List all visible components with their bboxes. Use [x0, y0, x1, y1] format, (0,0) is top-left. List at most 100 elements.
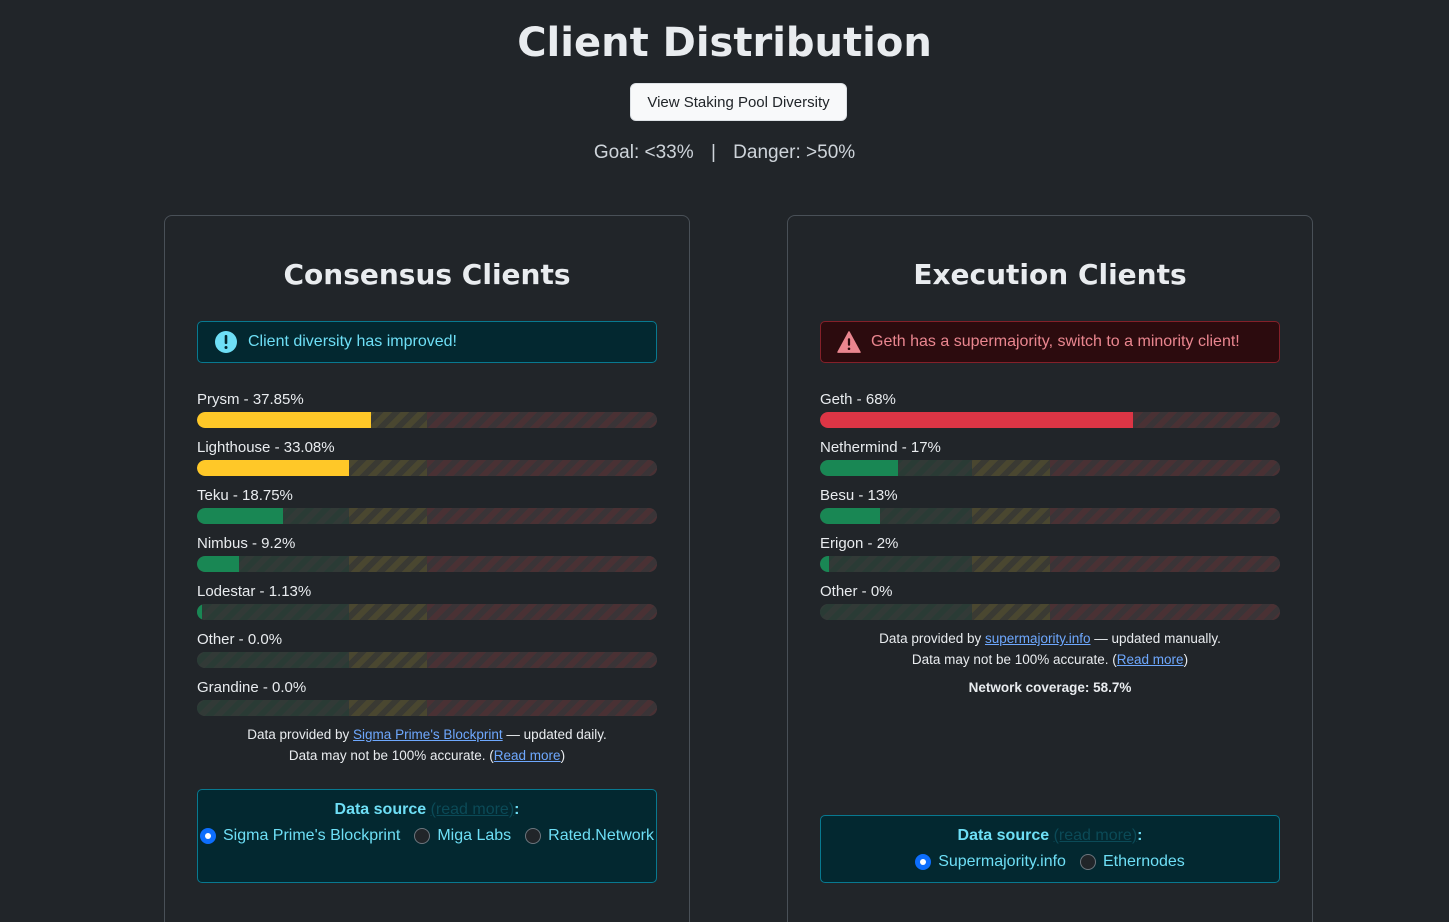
source-colon: :: [514, 801, 520, 818]
red-zone: [427, 460, 657, 476]
client-label: Erigon - 2%: [820, 535, 899, 552]
radio-button[interactable]: [1079, 854, 1096, 870]
data-source-label: Data source: [957, 827, 1050, 844]
source-option-label: Ethernodes: [1102, 853, 1185, 870]
execution-source-options: Supermajority.info Ethernodes: [821, 849, 1279, 875]
source-option-label: Supermajority.info: [938, 853, 1066, 870]
client-label: Besu - 13%: [820, 487, 898, 504]
yellow-zone: [348, 508, 427, 524]
yellow-zone: [348, 700, 427, 716]
page-title: Client Distribution: [517, 20, 932, 66]
consensus-data-source-box: Data source (read more): Sigma Prime's B…: [197, 789, 657, 883]
client-progress-fill: [197, 604, 203, 620]
source-option[interactable]: Rated.Network: [525, 823, 654, 849]
radio-button[interactable]: [200, 828, 216, 844]
radio-button[interactable]: [915, 854, 932, 870]
green-zone: [197, 700, 349, 716]
red-zone: [427, 700, 657, 716]
staking-pool-diversity-button[interactable]: View Staking Pool Diversity: [630, 83, 847, 121]
client-progress-fill: [197, 556, 240, 572]
consensus-client-list: Prysm - 37.85% Lighthouse - 33.08% Teku - …: [197, 390, 657, 726]
red-zone: [427, 604, 657, 620]
client-progress-bar: [820, 508, 1280, 524]
source-option-label: Rated.Network: [548, 827, 654, 844]
source-option-label: Miga Labs: [437, 827, 512, 844]
consensus-card: Consensus Clients Client diversity has i…: [164, 215, 690, 922]
note-prefix: Data provided by: [247, 727, 354, 742]
accuracy-prefix: Data may not be 100% accurate. (: [288, 748, 494, 763]
source-option[interactable]: Sigma Prime's Blockprint: [200, 823, 400, 849]
client-label: Nethermind - 17%: [820, 439, 941, 456]
consensus-alert-text: Client diversity has improved!: [248, 333, 457, 350]
note-suffix: — updated daily.: [502, 727, 607, 742]
red-zone: [427, 652, 657, 668]
accuracy-suffix: ): [1183, 652, 1189, 667]
yellow-zone: [971, 604, 1050, 620]
source-read-more-link[interactable]: (read more): [430, 801, 515, 818]
network-coverage: Network coverage: 58.7%: [968, 680, 1132, 695]
client-label: Teku - 18.75%: [197, 487, 293, 504]
client-progress-fill: [197, 508, 284, 524]
client-row: Besu - 13%: [820, 486, 1280, 534]
separator: |: [710, 142, 716, 163]
client-row: Other - 0.0%: [197, 630, 657, 678]
red-zone: [427, 508, 657, 524]
client-label: Grandine - 0.0%: [197, 679, 307, 696]
source-option[interactable]: Supermajority.info: [915, 849, 1066, 875]
green-zone: [197, 652, 349, 668]
client-progress-bar: [820, 412, 1280, 428]
client-progress-bar: [197, 508, 657, 524]
client-progress-bar: [197, 700, 657, 716]
client-progress-bar: [197, 604, 657, 620]
yellow-zone: [348, 556, 427, 572]
note-suffix: — updated manually.: [1090, 631, 1221, 646]
client-row: Erigon - 2%: [820, 534, 1280, 582]
client-label: Lighthouse - 33.08%: [197, 439, 335, 456]
client-progress-fill: [820, 556, 830, 572]
client-row: Other - 0%: [820, 582, 1280, 630]
yellow-zone: [348, 460, 427, 476]
yellow-zone: [348, 652, 427, 668]
client-label: Nimbus - 9.2%: [197, 535, 296, 552]
client-progress-bar: [197, 460, 657, 476]
source-read-more-link[interactable]: (read more): [1053, 827, 1138, 844]
radio-button[interactable]: [414, 828, 431, 844]
red-zone: [1050, 508, 1280, 524]
yellow-zone: [971, 556, 1050, 572]
yellow-zone: [348, 604, 427, 620]
source-option[interactable]: Miga Labs: [414, 823, 511, 849]
consensus-data-note: Data provided by Sigma Prime's Blockprin…: [197, 724, 657, 766]
accuracy-suffix: ): [560, 748, 566, 763]
data-source-label: Data source: [334, 801, 427, 818]
source-colon: :: [1137, 827, 1143, 844]
red-zone: [427, 412, 657, 428]
radio-button[interactable]: [525, 828, 542, 844]
source-option-label: Sigma Prime's Blockprint: [223, 827, 401, 844]
blockprint-link[interactable]: Sigma Prime's Blockprint: [353, 727, 503, 742]
read-more-link[interactable]: Read more: [493, 748, 561, 763]
note-prefix: Data provided by: [879, 631, 985, 646]
client-row: Teku - 18.75%: [197, 486, 657, 534]
client-label: Other - 0%: [820, 583, 893, 600]
client-progress-bar: [820, 460, 1280, 476]
client-progress-fill: [197, 460, 350, 476]
supermajority-link[interactable]: supermajority.info: [984, 631, 1091, 646]
client-row: Lighthouse - 33.08%: [197, 438, 657, 486]
execution-alert: Geth has a supermajority, switch to a mi…: [820, 321, 1280, 363]
client-progress-fill: [820, 460, 899, 476]
execution-card: Execution Clients Geth has a supermajori…: [787, 215, 1313, 922]
client-label: Prysm - 37.85%: [197, 391, 304, 408]
read-more-link[interactable]: Read more: [1116, 652, 1184, 667]
source-option[interactable]: Ethernodes: [1079, 849, 1185, 875]
client-progress-bar: [820, 556, 1280, 572]
client-progress-bar: [197, 652, 657, 668]
client-row: Lodestar - 1.13%: [197, 582, 657, 630]
red-zone: [1050, 556, 1280, 572]
info-circle-icon: [214, 330, 238, 354]
execution-alert-text: Geth has a supermajority, switch to a mi…: [871, 333, 1240, 350]
green-zone: [197, 604, 349, 620]
client-row: Geth - 68%: [820, 390, 1280, 438]
client-progress-fill: [197, 412, 372, 428]
client-progress-fill: [820, 412, 1133, 428]
client-progress-fill: [820, 508, 880, 524]
